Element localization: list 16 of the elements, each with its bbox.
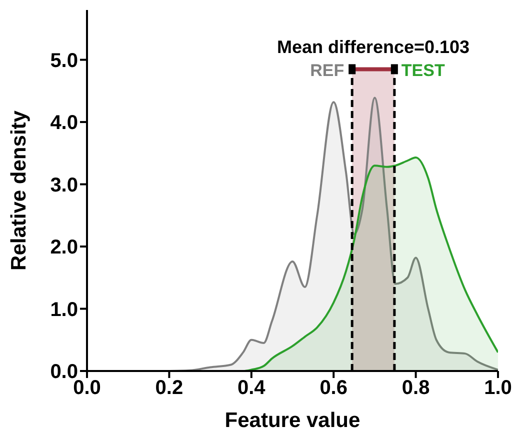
y-axis-title: Relative density	[7, 110, 30, 270]
x-tick-label: 0.0	[73, 377, 101, 400]
x-tick-label: 0.2	[155, 377, 184, 400]
x-tick-label: 0.6	[320, 377, 348, 400]
y-tick-label: 1.0	[50, 298, 78, 321]
y-tick-label: 4.0	[50, 112, 78, 134]
series-label: REF	[310, 61, 344, 80]
text: TEST	[401, 61, 446, 80]
x-axis-title: Feature value	[224, 409, 360, 432]
x-tick-label: 1.0	[484, 377, 512, 400]
y-tick-label: 5.0	[50, 50, 78, 72]
x-tick-label: 0.4	[237, 377, 266, 400]
annotation: Mean difference=0.103	[276, 37, 470, 58]
y-tick-label: 3.0	[50, 174, 78, 196]
y-tick-label: 2.0	[50, 236, 78, 259]
x-tick-label: 0.8	[402, 377, 430, 400]
